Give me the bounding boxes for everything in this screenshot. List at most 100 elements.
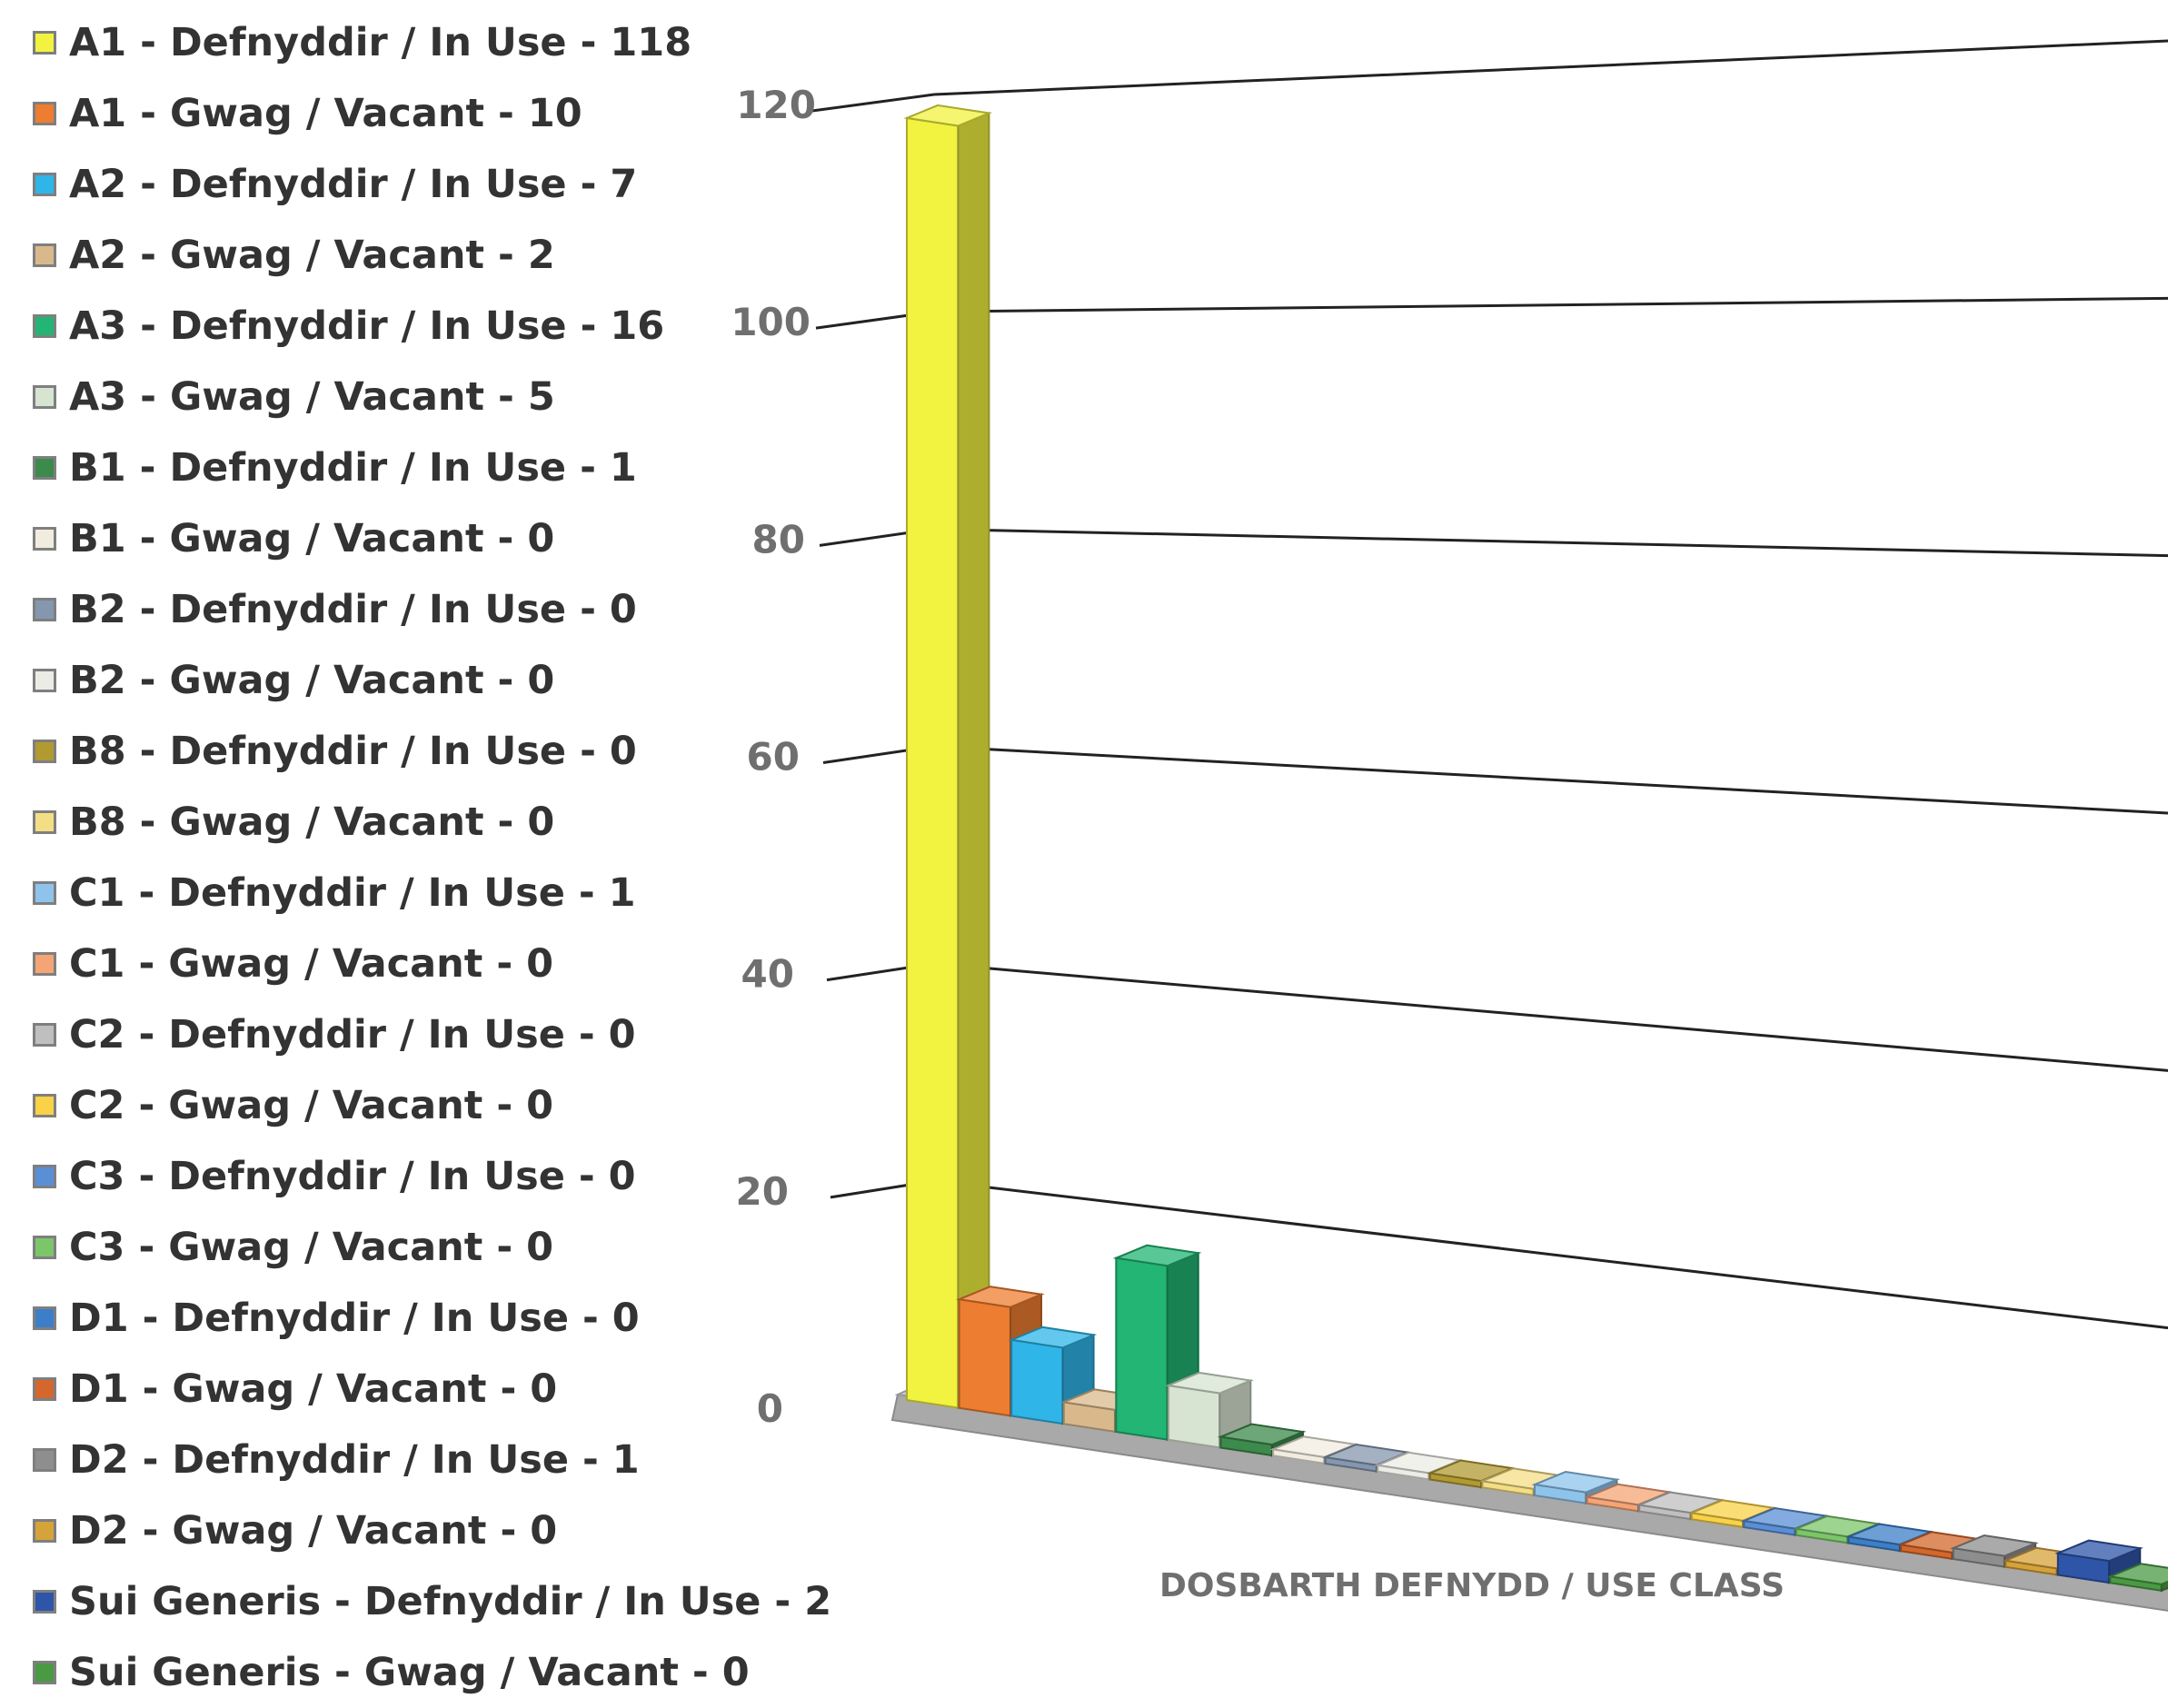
legend-swatch (33, 669, 56, 692)
legend-item: C3 - Defnyddir / In Use - 0 (33, 1141, 760, 1212)
gridline-tick (811, 93, 935, 113)
legend-label: A1 - Gwag / Vacant - 10 (69, 91, 582, 136)
y-tick-label: 80 (752, 517, 805, 561)
legend-swatch (33, 598, 56, 621)
bar (1167, 1384, 1221, 1449)
legend-swatch (33, 527, 56, 551)
legend-item: C2 - Defnyddir / In Use - 0 (33, 999, 760, 1070)
y-tick-label: 60 (747, 735, 800, 780)
legend-item: C2 - Gwag / Vacant - 0 (33, 1070, 760, 1141)
legend-label: A2 - Defnyddir / In Use - 7 (69, 162, 638, 207)
legend-label: D1 - Defnyddir / In Use - 0 (69, 1296, 640, 1341)
legend-item: B1 - Gwag / Vacant - 0 (33, 503, 760, 574)
legend-label: A3 - Gwag / Vacant - 5 (69, 374, 555, 420)
legend-swatch (33, 1023, 56, 1047)
legend-label: C3 - Defnyddir / In Use - 0 (69, 1154, 636, 1199)
legend-label: A3 - Defnyddir / In Use - 16 (69, 303, 665, 349)
bar-top (1112, 1244, 1202, 1267)
legend-item: B8 - Gwag / Vacant - 0 (33, 787, 760, 858)
bar-top (1008, 1326, 1098, 1349)
legend-swatch (33, 1377, 56, 1401)
legend-swatch (33, 314, 56, 338)
gridline (933, 962, 2168, 1072)
legend-swatch (33, 1448, 56, 1472)
legend-swatch (33, 1590, 56, 1614)
legend-swatch (33, 243, 56, 267)
legend-item: A1 - Defnyddir / In Use - 118 (33, 7, 760, 78)
legend-item: C1 - Gwag / Vacant - 0 (33, 928, 760, 999)
bar-top (1531, 1471, 1621, 1494)
legend-label: B1 - Defnyddir / In Use - 1 (69, 445, 637, 491)
y-tick-label: 20 (736, 1169, 789, 1214)
legend-item: D1 - Defnyddir / In Use - 0 (33, 1283, 760, 1354)
legend-swatch (33, 881, 56, 905)
legend-swatch (33, 740, 56, 763)
legend-item: A3 - Gwag / Vacant - 5 (33, 362, 760, 432)
legend-label: A2 - Gwag / Vacant - 2 (69, 233, 555, 278)
legend-label: Sui Generis - Gwag / Vacant - 0 (69, 1650, 750, 1695)
y-tick-label: 120 (736, 83, 816, 127)
legend-item: C1 - Defnyddir / In Use - 1 (33, 858, 760, 928)
legend-item: D2 - Gwag / Vacant - 0 (33, 1495, 760, 1566)
legend-item: D2 - Defnyddir / In Use - 1 (33, 1425, 760, 1495)
bar-top (955, 1286, 1045, 1308)
y-tick-label: 40 (741, 952, 794, 997)
legend-swatch (33, 456, 56, 480)
y-tick-label: 100 (731, 300, 811, 344)
gridline (933, 527, 2168, 558)
legend-label: C2 - Gwag / Vacant - 0 (69, 1083, 554, 1128)
bar-top (903, 104, 993, 127)
legend-label: C3 - Gwag / Vacant - 0 (69, 1225, 554, 1270)
y-tick-label: 0 (757, 1386, 783, 1431)
legend-label: D2 - Defnyddir / In Use - 1 (69, 1437, 640, 1483)
bar (1010, 1338, 1064, 1425)
legend-swatch (33, 385, 56, 409)
legend-swatch (33, 1306, 56, 1330)
bar-top (2054, 1539, 2143, 1563)
bar (1115, 1256, 1169, 1441)
legend-item: A1 - Gwag / Vacant - 10 (33, 78, 760, 149)
legend-swatch (33, 1519, 56, 1543)
legend-item: A3 - Defnyddir / In Use - 16 (33, 291, 760, 362)
legend-item: A2 - Defnyddir / In Use - 7 (33, 149, 760, 220)
legend-label: Sui Generis - Defnyddir / In Use - 2 (69, 1579, 832, 1624)
gridline (933, 1179, 2168, 1330)
legend-item: C3 - Gwag / Vacant - 0 (33, 1212, 760, 1283)
legend-label: D2 - Gwag / Vacant - 0 (69, 1508, 558, 1554)
legend-swatch (33, 1661, 56, 1684)
legend-swatch (33, 1165, 56, 1188)
legend-swatch (33, 31, 56, 55)
legend-label: B2 - Gwag / Vacant - 0 (69, 658, 555, 703)
bar (958, 1298, 1012, 1417)
legend-label: C2 - Defnyddir / In Use - 0 (69, 1012, 636, 1058)
legend-label: C1 - Gwag / Vacant - 0 (69, 941, 554, 987)
bar-side (957, 111, 990, 1410)
bar-top (2106, 1563, 2168, 1585)
gridline (933, 39, 2168, 96)
legend-label: C1 - Defnyddir / In Use - 1 (69, 870, 636, 916)
legend-item: B2 - Gwag / Vacant - 0 (33, 645, 760, 716)
legend-item: Sui Generis - Defnyddir / In Use - 2 (33, 1566, 831, 1637)
legend-label: A1 - Defnyddir / In Use - 118 (69, 20, 692, 65)
bar-top (1217, 1423, 1307, 1446)
legend-item: A2 - Gwag / Vacant - 2 (33, 220, 760, 291)
legend-label: B1 - Gwag / Vacant - 0 (69, 516, 555, 561)
legend-label: B2 - Defnyddir / In Use - 0 (69, 587, 637, 632)
legend-swatch (33, 952, 56, 976)
legend-item: B8 - Defnyddir / In Use - 0 (33, 716, 760, 787)
legend-swatch (33, 1236, 56, 1259)
legend-item: D1 - Gwag / Vacant - 0 (33, 1354, 760, 1425)
legend-item: Sui Generis - Gwag / Vacant - 0 (33, 1637, 760, 1708)
legend-swatch (33, 1094, 56, 1117)
legend-item: B1 - Defnyddir / In Use - 1 (33, 432, 760, 503)
bar-top (1165, 1371, 1255, 1395)
legend-swatch (33, 173, 56, 196)
legend-swatch (33, 102, 56, 125)
legend-label: B8 - Defnyddir / In Use - 0 (69, 729, 637, 774)
bar (906, 116, 960, 1409)
legend: A1 - Defnyddir / In Use - 118 A1 - Gwag /… (33, 7, 831, 1708)
x-axis-title: DOSBARTH DEFNYDD / USE CLASS (1159, 1567, 1785, 1604)
legend-swatch (33, 810, 56, 834)
gridline (933, 296, 2168, 313)
